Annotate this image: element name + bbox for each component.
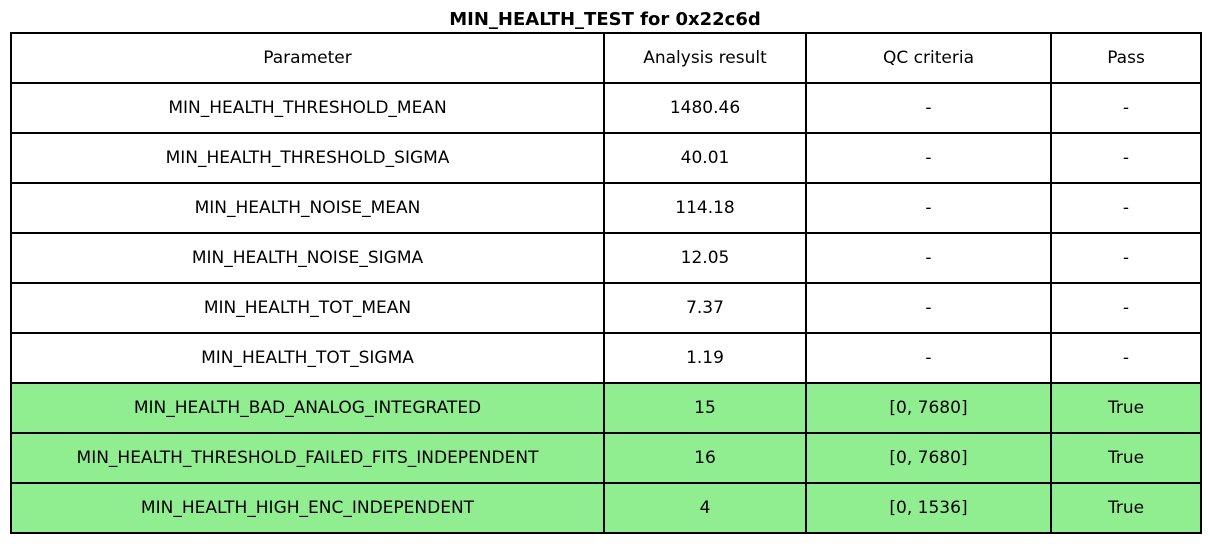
- column-header-analysis-result: Analysis result: [603, 32, 807, 84]
- pass-cell: True: [1050, 432, 1202, 484]
- column-header-qc-criteria: QC criteria: [805, 32, 1052, 84]
- result-cell: 1.19: [603, 332, 807, 384]
- result-cell: 1480.46: [603, 82, 807, 134]
- param-cell: MIN_HEALTH_BAD_ANALOG_INTEGRATED: [10, 382, 605, 434]
- pass-cell: -: [1050, 332, 1202, 384]
- qc-cell: -: [805, 132, 1052, 184]
- pass-cell: -: [1050, 132, 1202, 184]
- qc-cell: -: [805, 232, 1052, 284]
- result-cell: 15: [603, 382, 807, 434]
- result-cell: 4: [603, 482, 807, 534]
- qc-cell: [0, 7680]: [805, 432, 1052, 484]
- result-cell: 40.01: [603, 132, 807, 184]
- qc-cell: -: [805, 82, 1052, 134]
- page-title: MIN_HEALTH_TEST for 0x22c6d: [449, 9, 761, 30]
- pass-cell: True: [1050, 482, 1202, 534]
- param-cell: MIN_HEALTH_TOT_MEAN: [10, 282, 605, 334]
- table-row: MIN_HEALTH_TOT_SIGMA 1.19 - -: [10, 332, 1202, 384]
- param-cell: MIN_HEALTH_HIGH_ENC_INDEPENDENT: [10, 482, 605, 534]
- result-cell: 7.37: [603, 282, 807, 334]
- pass-cell: -: [1050, 282, 1202, 334]
- table-row: MIN_HEALTH_TOT_MEAN 7.37 - -: [10, 282, 1202, 334]
- pass-cell: -: [1050, 232, 1202, 284]
- pass-cell: True: [1050, 382, 1202, 434]
- result-cell: 114.18: [603, 182, 807, 234]
- qc-cell: -: [805, 182, 1052, 234]
- table-row-passing: MIN_HEALTH_HIGH_ENC_INDEPENDENT 4 [0, 15…: [10, 482, 1202, 534]
- qc-cell: [0, 1536]: [805, 482, 1052, 534]
- result-cell: 16: [603, 432, 807, 484]
- table-row: MIN_HEALTH_THRESHOLD_SIGMA 40.01 - -: [10, 132, 1202, 184]
- qc-results-table: Parameter Analysis result QC criteria Pa…: [10, 32, 1202, 534]
- column-header-parameter: Parameter: [10, 32, 605, 84]
- pass-cell: -: [1050, 82, 1202, 134]
- param-cell: MIN_HEALTH_TOT_SIGMA: [10, 332, 605, 384]
- param-cell: MIN_HEALTH_NOISE_SIGMA: [10, 232, 605, 284]
- param-cell: MIN_HEALTH_THRESHOLD_FAILED_FITS_INDEPEN…: [10, 432, 605, 484]
- table-row: MIN_HEALTH_NOISE_SIGMA 12.05 - -: [10, 232, 1202, 284]
- result-cell: 12.05: [603, 232, 807, 284]
- table-row: MIN_HEALTH_THRESHOLD_MEAN 1480.46 - -: [10, 82, 1202, 134]
- param-cell: MIN_HEALTH_THRESHOLD_MEAN: [10, 82, 605, 134]
- pass-cell: -: [1050, 182, 1202, 234]
- table-row-passing: MIN_HEALTH_THRESHOLD_FAILED_FITS_INDEPEN…: [10, 432, 1202, 484]
- param-cell: MIN_HEALTH_THRESHOLD_SIGMA: [10, 132, 605, 184]
- qc-cell: -: [805, 332, 1052, 384]
- table-row: MIN_HEALTH_NOISE_MEAN 114.18 - -: [10, 182, 1202, 234]
- param-cell: MIN_HEALTH_NOISE_MEAN: [10, 182, 605, 234]
- qc-cell: -: [805, 282, 1052, 334]
- column-header-pass: Pass: [1050, 32, 1202, 84]
- qc-cell: [0, 7680]: [805, 382, 1052, 434]
- table-row-passing: MIN_HEALTH_BAD_ANALOG_INTEGRATED 15 [0, …: [10, 382, 1202, 434]
- table-header-row: Parameter Analysis result QC criteria Pa…: [10, 32, 1202, 84]
